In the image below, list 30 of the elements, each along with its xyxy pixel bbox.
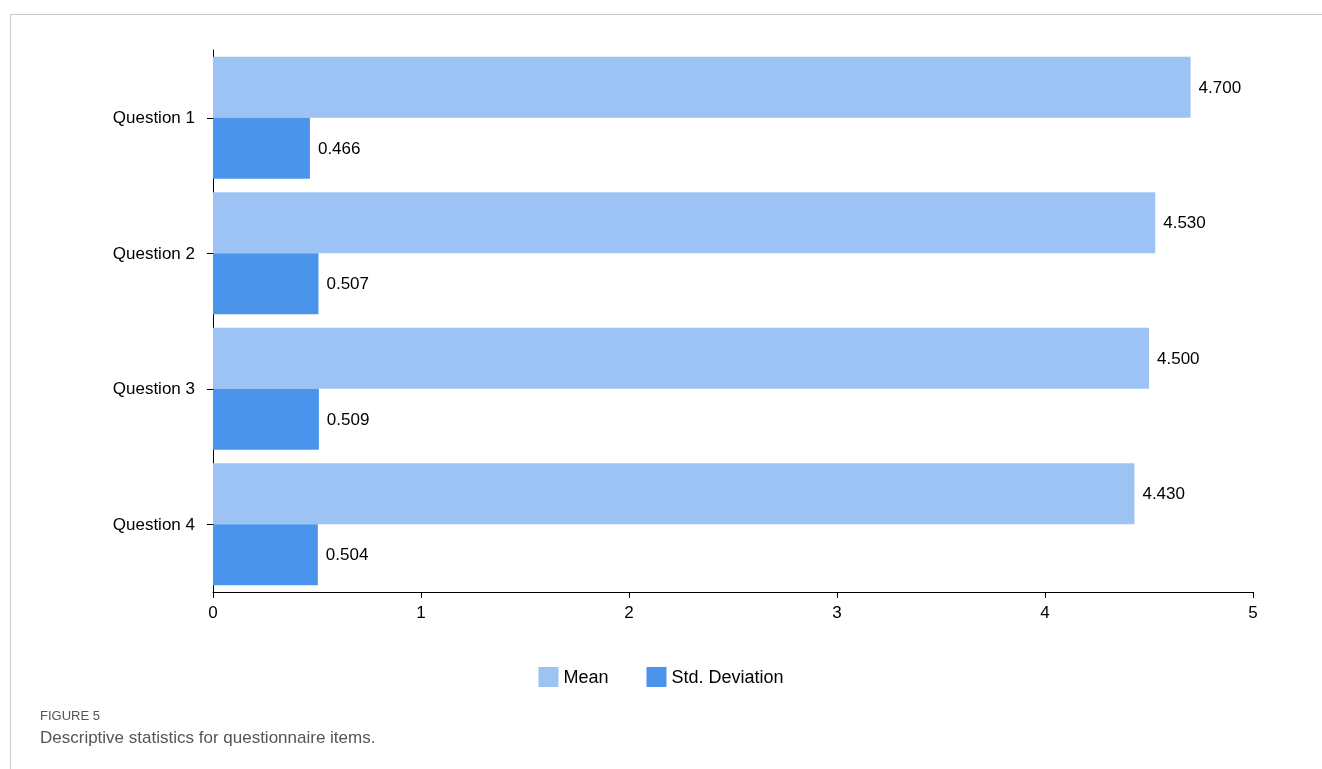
- bar: [213, 192, 1156, 254]
- data-label: 4.530: [1163, 213, 1206, 233]
- bar: [213, 463, 1135, 525]
- x-tick-label: 2: [624, 603, 634, 622]
- x-tick-label: 5: [1248, 603, 1258, 622]
- bar: [213, 117, 310, 179]
- legend-label: Mean: [563, 667, 609, 687]
- x-tick-label: 1: [416, 603, 426, 622]
- data-label: 4.500: [1157, 348, 1200, 368]
- data-label: 0.466: [317, 138, 361, 158]
- caption: FIGURE 5: [40, 708, 100, 723]
- legend-label: Std. Deviation: [671, 667, 784, 687]
- bar: [213, 253, 319, 315]
- data-label: 0.509: [326, 409, 370, 429]
- y-tick-label: Question 1: [112, 108, 195, 128]
- bar: [213, 327, 1149, 389]
- bar: [213, 524, 318, 586]
- y-tick-label: Question 3: [112, 379, 195, 399]
- y-tick-label: Question 4: [112, 514, 195, 534]
- data-label: 0.504: [325, 545, 369, 565]
- data-label: 4.430: [1142, 484, 1185, 504]
- x-tick-label: 4: [1040, 603, 1050, 622]
- data-label: 0.507: [326, 274, 369, 294]
- y-tick-label: Question 2: [112, 243, 195, 263]
- x-tick-label: 3: [832, 603, 842, 622]
- x-tick-label: 0: [208, 603, 218, 622]
- text: Descriptive statistics for questionnaire items.: [40, 728, 376, 748]
- bar: [213, 388, 319, 450]
- data-label: 4.700: [1198, 77, 1242, 97]
- bar: [213, 56, 1191, 118]
